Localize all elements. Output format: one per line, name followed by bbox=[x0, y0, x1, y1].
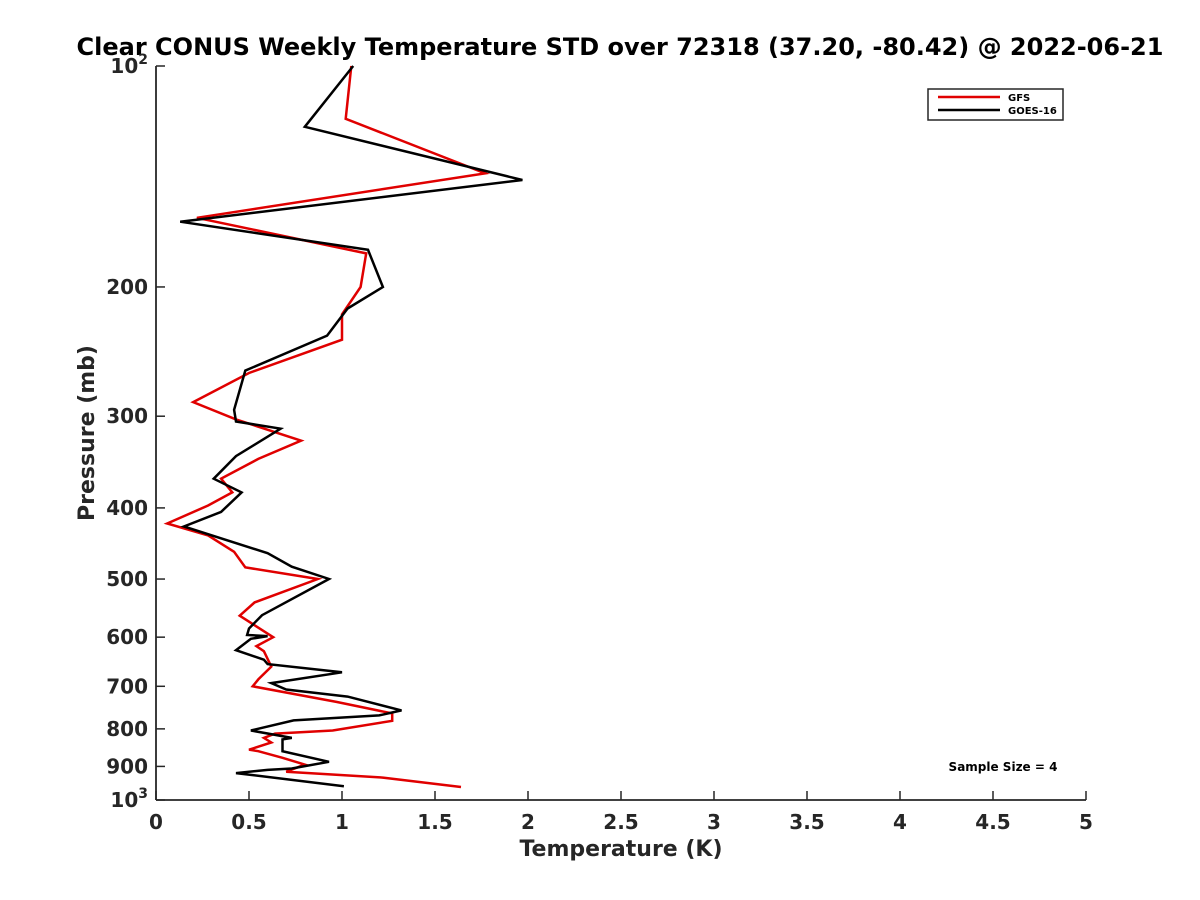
x-ticks: 0 0.5 1 1.5 2 2.5 3 3.5 4 4.5 5 bbox=[149, 791, 1093, 834]
y-ticks: 102 200 300 400 500 600 700 800 900 103 bbox=[106, 52, 165, 812]
y-axis-label: Pressure (mb) bbox=[75, 345, 100, 521]
y-tick-label: 200 bbox=[106, 275, 148, 299]
x-tick-label: 1 bbox=[335, 810, 349, 834]
y-tick-label: 700 bbox=[106, 674, 148, 698]
x-tick-label: 4.5 bbox=[975, 810, 1010, 834]
x-tick-label: 0 bbox=[149, 810, 163, 834]
plot-lines bbox=[163, 65, 523, 789]
legend-label-gfs: GFS bbox=[1008, 93, 1030, 104]
y-tick-label: 800 bbox=[106, 717, 148, 741]
x-tick-label: 4 bbox=[893, 810, 907, 834]
y-tick-label: 300 bbox=[106, 404, 148, 428]
x-tick-label: 2 bbox=[521, 810, 535, 834]
x-tick-label: 3 bbox=[707, 810, 721, 834]
x-tick-label: 0.5 bbox=[231, 810, 266, 834]
series-line-gfs bbox=[163, 65, 490, 789]
x-tick-label: 1.5 bbox=[417, 810, 452, 834]
legend-label-goes16: GOES-16 bbox=[1008, 106, 1057, 117]
y-tick-label: 900 bbox=[106, 754, 148, 778]
y-tick-label: 103 bbox=[110, 786, 148, 812]
sample-size-annotation: Sample Size = 4 bbox=[949, 760, 1058, 774]
series-line-goes16 bbox=[180, 65, 523, 788]
y-tick-label: 400 bbox=[106, 496, 148, 520]
y-tick-label: 600 bbox=[106, 625, 148, 649]
chart-title: Clear CONUS Weekly Temperature STD over … bbox=[77, 33, 1164, 61]
x-tick-label: 2.5 bbox=[603, 810, 638, 834]
y-tick-label: 500 bbox=[106, 567, 148, 591]
x-tick-label: 3.5 bbox=[789, 810, 824, 834]
x-axis-label: Temperature (K) bbox=[519, 837, 722, 862]
x-tick-label: 5 bbox=[1079, 810, 1093, 834]
legend: GFS GOES-16 bbox=[927, 88, 1064, 121]
y-tick-label: 102 bbox=[110, 52, 148, 78]
legend-box bbox=[927, 88, 1064, 121]
